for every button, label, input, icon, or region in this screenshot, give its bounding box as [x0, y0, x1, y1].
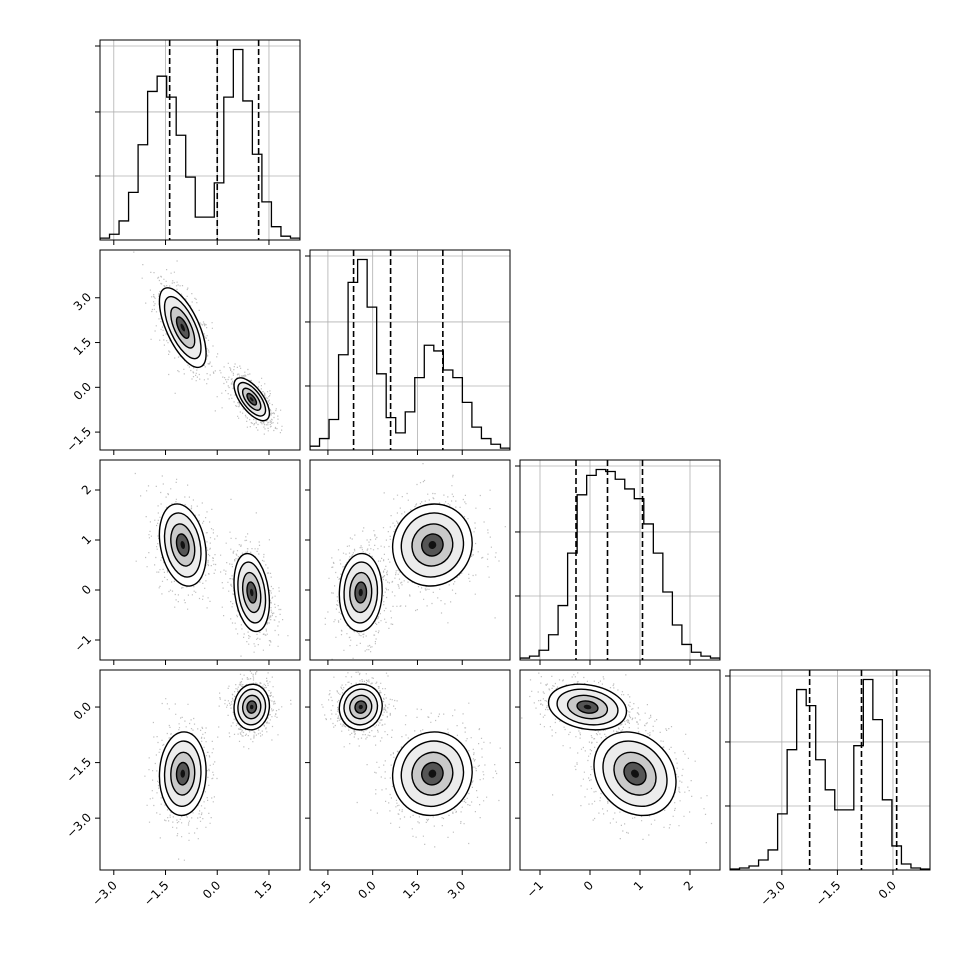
- panel-frame: [99, 39, 301, 241]
- x-tick-label: 2: [681, 878, 696, 893]
- panel-frame: [519, 669, 721, 871]
- x-tick-label: 1.5: [252, 878, 275, 901]
- density-contour-2-5: [249, 704, 254, 710]
- x-tick-label: 1: [631, 878, 646, 893]
- scatter-points: [134, 472, 289, 660]
- scatter-panel-1-4: [95, 669, 301, 875]
- y-tick-label: −1.5: [64, 424, 95, 455]
- x-tick-label: −1.5: [141, 878, 172, 909]
- y-tick-label: −3.0: [64, 810, 95, 841]
- panel-frame: [309, 249, 511, 451]
- density-contour-1-5: [428, 769, 437, 778]
- y-tick-label: 1: [79, 532, 94, 547]
- x-tick-label: 0.0: [876, 878, 899, 901]
- y-tick-label: 1.5: [71, 335, 94, 358]
- x-tick-label: 0: [581, 878, 596, 893]
- density-contour-2-5: [583, 704, 592, 710]
- panel-frame: [519, 459, 721, 661]
- panel-frame: [99, 459, 301, 661]
- panel-frame: [309, 459, 511, 661]
- panel-frame: [99, 669, 301, 871]
- histogram-step-1: [100, 48, 300, 240]
- x-tick-label: −3.0: [757, 878, 788, 909]
- density-contour-1-5: [428, 541, 437, 549]
- y-tick-label: −1: [72, 632, 94, 654]
- scatter-panel-2-3: [305, 459, 511, 665]
- panel-frame: [729, 669, 931, 871]
- y-tick-label: 0.0: [71, 699, 94, 722]
- density-contour-2-5: [358, 588, 363, 597]
- density-contour-1-5: [180, 769, 186, 778]
- scatter-panel-1-2: [95, 249, 301, 455]
- y-tick-label: −1.5: [64, 755, 95, 786]
- x-tick-label: 3.0: [445, 878, 468, 901]
- histogram-step-3: [520, 468, 720, 660]
- density-contour-1-5: [630, 769, 639, 778]
- scatter-panel-1-3: [95, 459, 301, 665]
- x-tick-label: −3.0: [89, 878, 120, 909]
- y-tick-label: 3.0: [71, 290, 94, 313]
- histogram-panel-2: [305, 249, 511, 455]
- x-tick-label: 1.5: [400, 878, 423, 901]
- x-tick-label: −1.5: [813, 878, 844, 909]
- scatter-panel-3-4: [515, 669, 721, 875]
- x-tick-label: 0.0: [355, 878, 378, 901]
- y-tick-label: 2: [79, 482, 94, 497]
- histogram-step-4: [730, 678, 930, 870]
- density-contour-1-5: [180, 323, 186, 332]
- density-contour-2-5: [358, 704, 363, 710]
- scatter-panel-2-4: [305, 669, 511, 875]
- x-tick-label: 0.0: [200, 878, 223, 901]
- density-contour-2-5: [249, 588, 254, 597]
- density-contour-2-5: [249, 397, 254, 402]
- y-tick-label: 0.0: [71, 380, 94, 403]
- panel-frame: [99, 249, 301, 451]
- histogram-panel-4: [725, 669, 931, 875]
- y-tick-label: 0: [79, 582, 94, 597]
- histogram-panel-1: [95, 39, 301, 245]
- histogram-panel-3: [515, 459, 721, 665]
- scatter-points: [144, 670, 292, 861]
- x-tick-label: −1.5: [304, 878, 335, 909]
- histogram-step-2: [310, 258, 510, 450]
- density-contour-1-5: [180, 540, 186, 550]
- panel-frame: [309, 669, 511, 871]
- x-tick-label: −1: [524, 878, 546, 900]
